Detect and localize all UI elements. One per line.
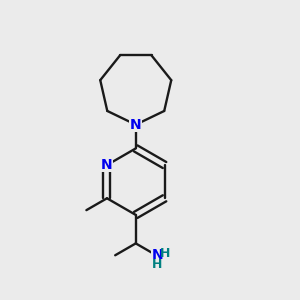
Text: H: H bbox=[160, 247, 170, 260]
Text: N: N bbox=[101, 158, 113, 172]
Text: N: N bbox=[130, 118, 142, 132]
Text: N: N bbox=[152, 248, 163, 262]
Text: H: H bbox=[152, 258, 163, 271]
